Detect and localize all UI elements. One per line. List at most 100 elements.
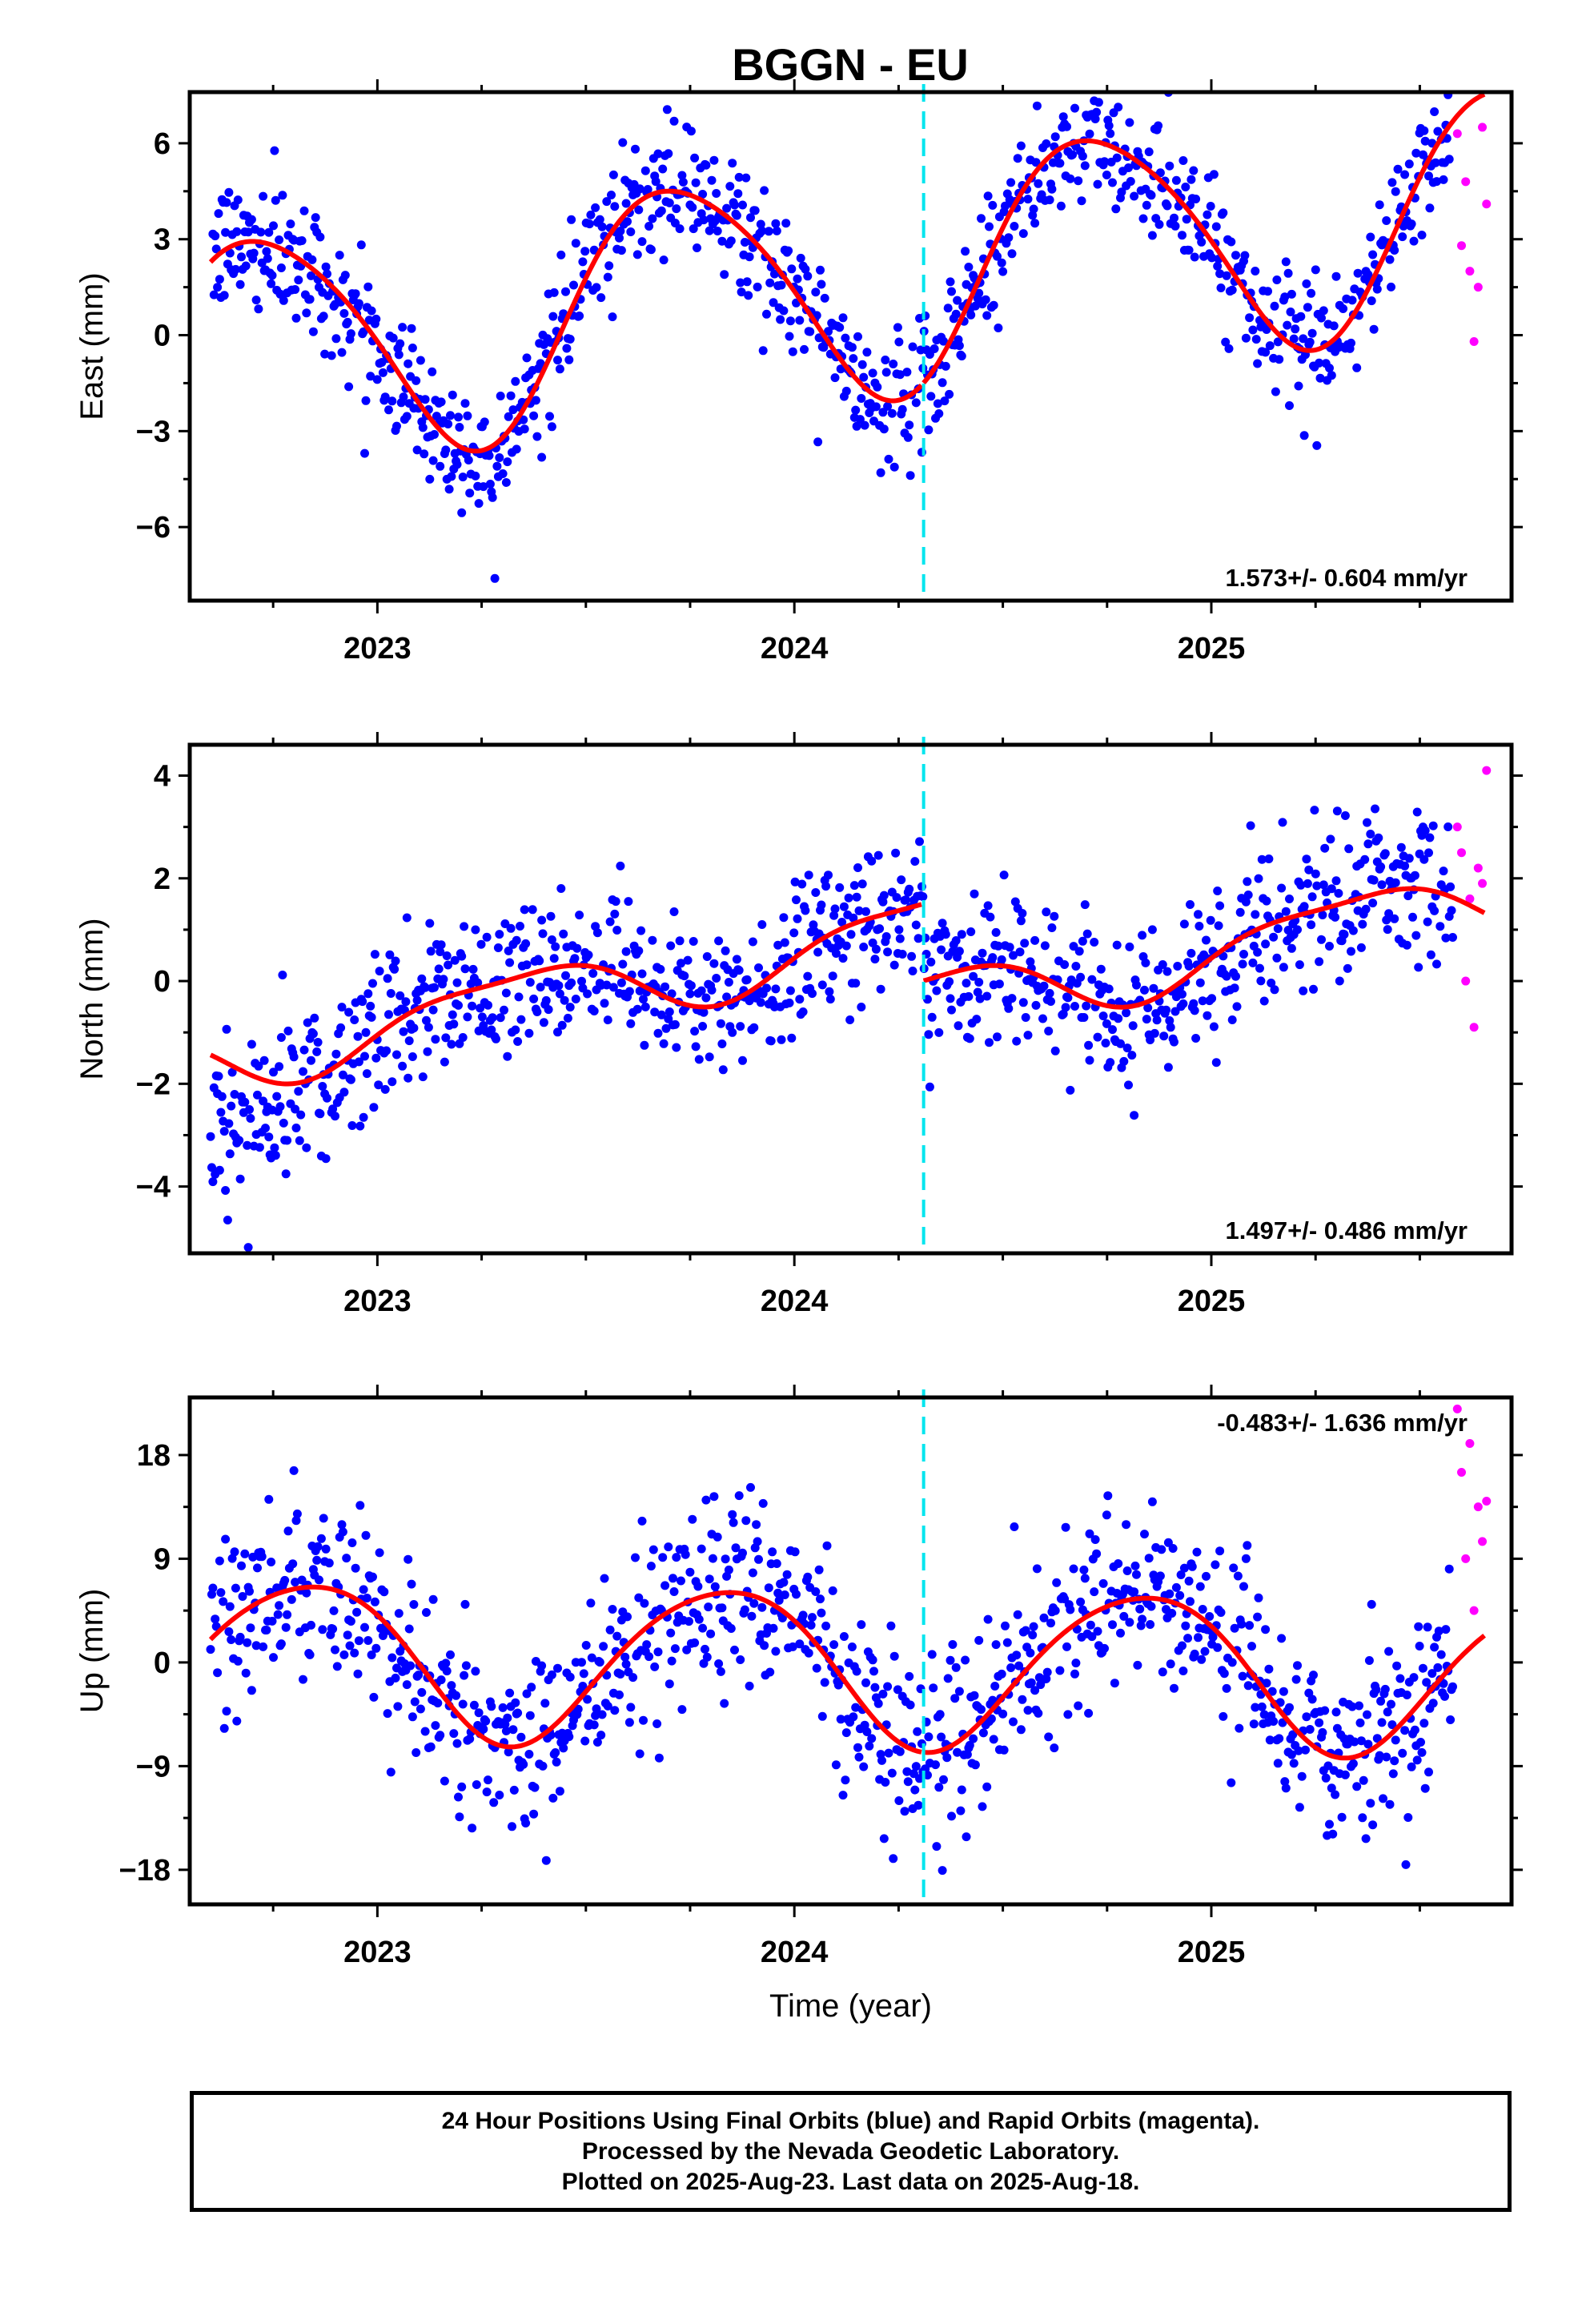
data-point [716,1019,725,1028]
data-point [1119,1056,1129,1066]
data-point [893,323,902,332]
data-point [1030,935,1040,945]
data-point [1179,1563,1189,1573]
data-point [746,1482,755,1492]
data-point [1092,1549,1102,1558]
data-point [938,1866,947,1876]
data-point [1004,233,1014,243]
data-point [1159,1031,1169,1041]
data-point [208,1177,218,1187]
data-point [508,1725,518,1735]
x-tick-label: 2024 [761,1285,829,1318]
data-point [600,999,609,1008]
data-point [1327,371,1336,380]
data-point [396,339,405,348]
data-point [947,287,956,296]
data-point [287,1594,296,1604]
data-point [541,1856,551,1865]
data-point [495,930,504,939]
data-point [792,1590,801,1599]
data-point [1203,1011,1212,1020]
data-point [927,1012,937,1022]
data-point [1246,821,1255,830]
data-point [1363,270,1373,279]
data-point [1191,1034,1201,1043]
data-point [1181,183,1191,191]
data-point [1372,1734,1382,1743]
rate-annotation: 1.573+/- 0.604 mm/yr [1226,564,1468,592]
data-point [924,1030,934,1039]
data-point [938,919,947,928]
data-point [707,175,717,185]
data-point [579,1669,588,1679]
data-point [966,310,976,320]
data-point [209,290,219,300]
data-point [217,1092,227,1101]
rate-annotation: -0.483+/- 1.636 mm/yr [1217,1409,1468,1437]
data-point [911,398,921,408]
data-point [623,1612,632,1622]
data-point [463,1012,472,1022]
data-point [1045,195,1054,205]
data-point [626,1703,636,1712]
data-point [1248,958,1258,967]
data-point [367,1651,376,1659]
data-point [1243,891,1253,899]
data-point [1400,1726,1410,1735]
data-point [829,1640,839,1650]
data-point [1030,219,1040,228]
data-point [458,1699,468,1709]
data-point [457,951,467,961]
data-point [929,1683,938,1693]
data-point [1213,887,1223,895]
data-point [648,935,657,945]
data-point [1222,271,1231,280]
data-point [721,946,730,955]
data-point [356,240,366,250]
data-point [600,1574,609,1583]
data-point [1327,884,1336,894]
data-point [1264,854,1274,863]
data-point [529,411,539,420]
data-point [839,902,849,911]
data-point [1391,1735,1400,1745]
data-point [664,1014,673,1023]
data-point [1106,1058,1115,1068]
data-point [1425,833,1435,842]
data-point [1108,1620,1117,1630]
data-point [331,1049,341,1059]
data-point [1278,818,1287,827]
data-point [780,938,789,947]
data-point [1050,1046,1060,1055]
footer-line-2: Processed by the Nevada Geodetic Laborat… [581,2137,1120,2165]
data-point [1245,1621,1255,1630]
data-point [1430,107,1439,116]
data-point [1126,177,1135,186]
data-point [714,1659,724,1668]
data-point [1097,81,1106,90]
data-point [777,280,786,290]
data-point [988,953,998,963]
data-point [591,1711,600,1720]
data-point [430,430,439,439]
data-point [681,1550,690,1559]
data-point [821,882,831,891]
data-point [1195,922,1204,931]
data-point [432,412,441,421]
data-point [321,262,331,271]
data-point [442,951,452,960]
data-point [1339,930,1349,939]
data-point [398,323,408,332]
data-point [728,1027,737,1037]
data-point [361,396,371,405]
data-point [849,1712,858,1722]
data-point [1251,910,1260,919]
data-point [425,474,435,484]
data-point [1355,1718,1365,1727]
data-point [564,355,574,364]
data-point [1090,1587,1099,1597]
data-point [482,932,492,942]
x-tick-label: 2025 [1178,1936,1246,1969]
data-point [235,1136,244,1145]
data-point [402,412,412,421]
